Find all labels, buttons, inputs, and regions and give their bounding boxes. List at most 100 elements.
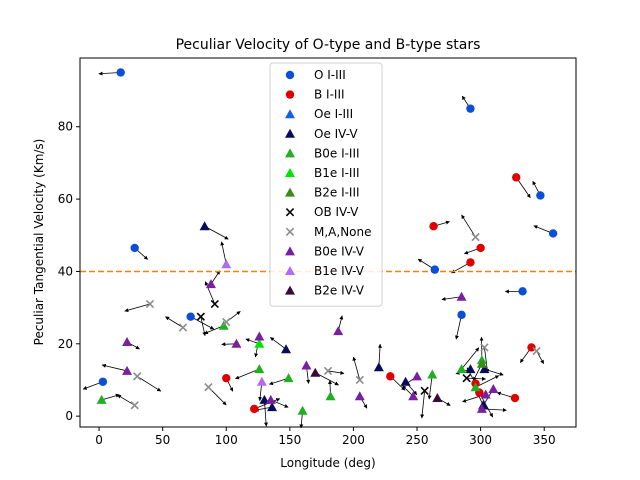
series-b2e-i-iii bbox=[476, 358, 487, 368]
velocity-arrow bbox=[220, 241, 227, 265]
data-point bbox=[283, 373, 294, 383]
data-point bbox=[471, 232, 480, 242]
x-tick-label: 0 bbox=[95, 433, 103, 447]
legend: O I-III B I-III Oe I-III Oe IV-V B0e I-III B1… bbox=[269, 62, 383, 307]
plot-area: 0 50 100 150 200 250 300 350 0 20 40 60 80 bbox=[58, 57, 577, 447]
data-point bbox=[254, 364, 265, 374]
legend-label: O I-III bbox=[314, 68, 346, 82]
data-point bbox=[145, 299, 155, 309]
x-tick-label: 350 bbox=[533, 433, 556, 447]
series-b1e-i-iii bbox=[254, 338, 265, 348]
velocity-arrow bbox=[235, 368, 260, 380]
data-point bbox=[408, 391, 419, 401]
data-point bbox=[325, 391, 336, 401]
velocity-arrow bbox=[137, 376, 162, 392]
data-point bbox=[355, 375, 364, 385]
x-tick-label: 200 bbox=[342, 433, 365, 447]
legend-marker bbox=[285, 208, 295, 217]
velocity-arrow bbox=[124, 303, 151, 313]
data-point bbox=[281, 344, 292, 354]
data-point bbox=[130, 401, 139, 410]
legend-marker bbox=[285, 266, 295, 275]
data-point bbox=[301, 360, 312, 370]
velocity-arrow bbox=[461, 347, 480, 370]
x-tick-label: 100 bbox=[215, 433, 238, 447]
data-point bbox=[466, 258, 475, 267]
velocity-arrow bbox=[204, 281, 216, 305]
data-point bbox=[462, 373, 471, 383]
x-tick-label: 300 bbox=[469, 433, 492, 447]
data-point bbox=[133, 372, 142, 381]
data-point bbox=[254, 338, 265, 348]
velocity-arrow bbox=[200, 316, 207, 337]
velocity-arrow bbox=[427, 374, 433, 400]
data-point bbox=[430, 265, 440, 274]
legend-marker bbox=[285, 246, 295, 256]
data-point bbox=[527, 343, 536, 352]
data-point bbox=[536, 191, 545, 200]
legend-marker bbox=[285, 187, 295, 197]
data-point bbox=[476, 403, 487, 413]
velocity-arrow bbox=[420, 390, 426, 419]
velocity-arrow bbox=[475, 375, 500, 388]
data-point bbox=[310, 367, 321, 377]
legend-marker bbox=[285, 109, 295, 119]
velocity-arrow bbox=[117, 394, 135, 406]
y-tick-label: 40 bbox=[58, 264, 73, 278]
data-point bbox=[205, 279, 216, 289]
data-point bbox=[429, 222, 438, 231]
legend-box bbox=[269, 62, 383, 307]
legend-label: B0e I-III bbox=[314, 146, 360, 160]
data-point bbox=[210, 299, 219, 309]
x-tick-label: 50 bbox=[155, 433, 170, 447]
data-point bbox=[178, 323, 188, 332]
velocity-arrow bbox=[165, 316, 184, 328]
legend-marker bbox=[285, 285, 295, 295]
data-point bbox=[222, 373, 231, 383]
series-b-i-iii bbox=[222, 173, 536, 414]
velocity-arrow bbox=[352, 356, 361, 381]
legend-marker bbox=[285, 227, 295, 236]
legend-marker bbox=[285, 90, 295, 99]
data-point bbox=[432, 393, 443, 403]
data-point bbox=[130, 243, 139, 253]
velocity-arrow bbox=[466, 376, 487, 381]
data-point bbox=[480, 389, 491, 399]
data-point bbox=[518, 287, 527, 296]
data-point bbox=[476, 243, 485, 253]
legend-label: Oe I-III bbox=[314, 107, 353, 121]
data-point bbox=[465, 364, 476, 374]
data-point bbox=[420, 386, 429, 395]
data-point bbox=[196, 312, 205, 321]
data-point bbox=[470, 382, 481, 392]
data-point bbox=[400, 376, 411, 386]
series-b1e-iv-v bbox=[221, 259, 267, 386]
series-b0e-iv-v bbox=[122, 279, 499, 413]
data-point bbox=[427, 369, 438, 379]
data-point bbox=[548, 229, 558, 238]
data-point bbox=[122, 336, 133, 346]
data-point bbox=[222, 317, 231, 327]
velocity-arrow bbox=[264, 399, 269, 427]
data-point bbox=[297, 405, 308, 415]
data-point bbox=[457, 310, 466, 320]
chart-title: Peculiar Velocity of O-type and B-type s… bbox=[176, 37, 481, 53]
legend-label: B0e IV-V bbox=[314, 244, 365, 258]
velocity-arrow bbox=[461, 214, 476, 238]
data-point bbox=[116, 68, 125, 77]
ticks: 0 50 100 150 200 250 300 350 0 20 40 60 80 bbox=[58, 120, 556, 447]
data-point bbox=[256, 376, 267, 386]
data-point bbox=[386, 372, 395, 381]
y-tick-label: 80 bbox=[58, 120, 73, 134]
data-point bbox=[265, 394, 276, 404]
data-point bbox=[323, 366, 333, 376]
velocity-arrow bbox=[484, 347, 490, 374]
data-point bbox=[466, 104, 475, 113]
data-point bbox=[259, 394, 270, 404]
data-point bbox=[221, 259, 232, 269]
legend-marker bbox=[285, 70, 295, 80]
legend-label: M,A,None bbox=[314, 225, 372, 239]
legend-label: B2e I-III bbox=[314, 186, 360, 200]
velocity-arrow bbox=[101, 393, 120, 401]
